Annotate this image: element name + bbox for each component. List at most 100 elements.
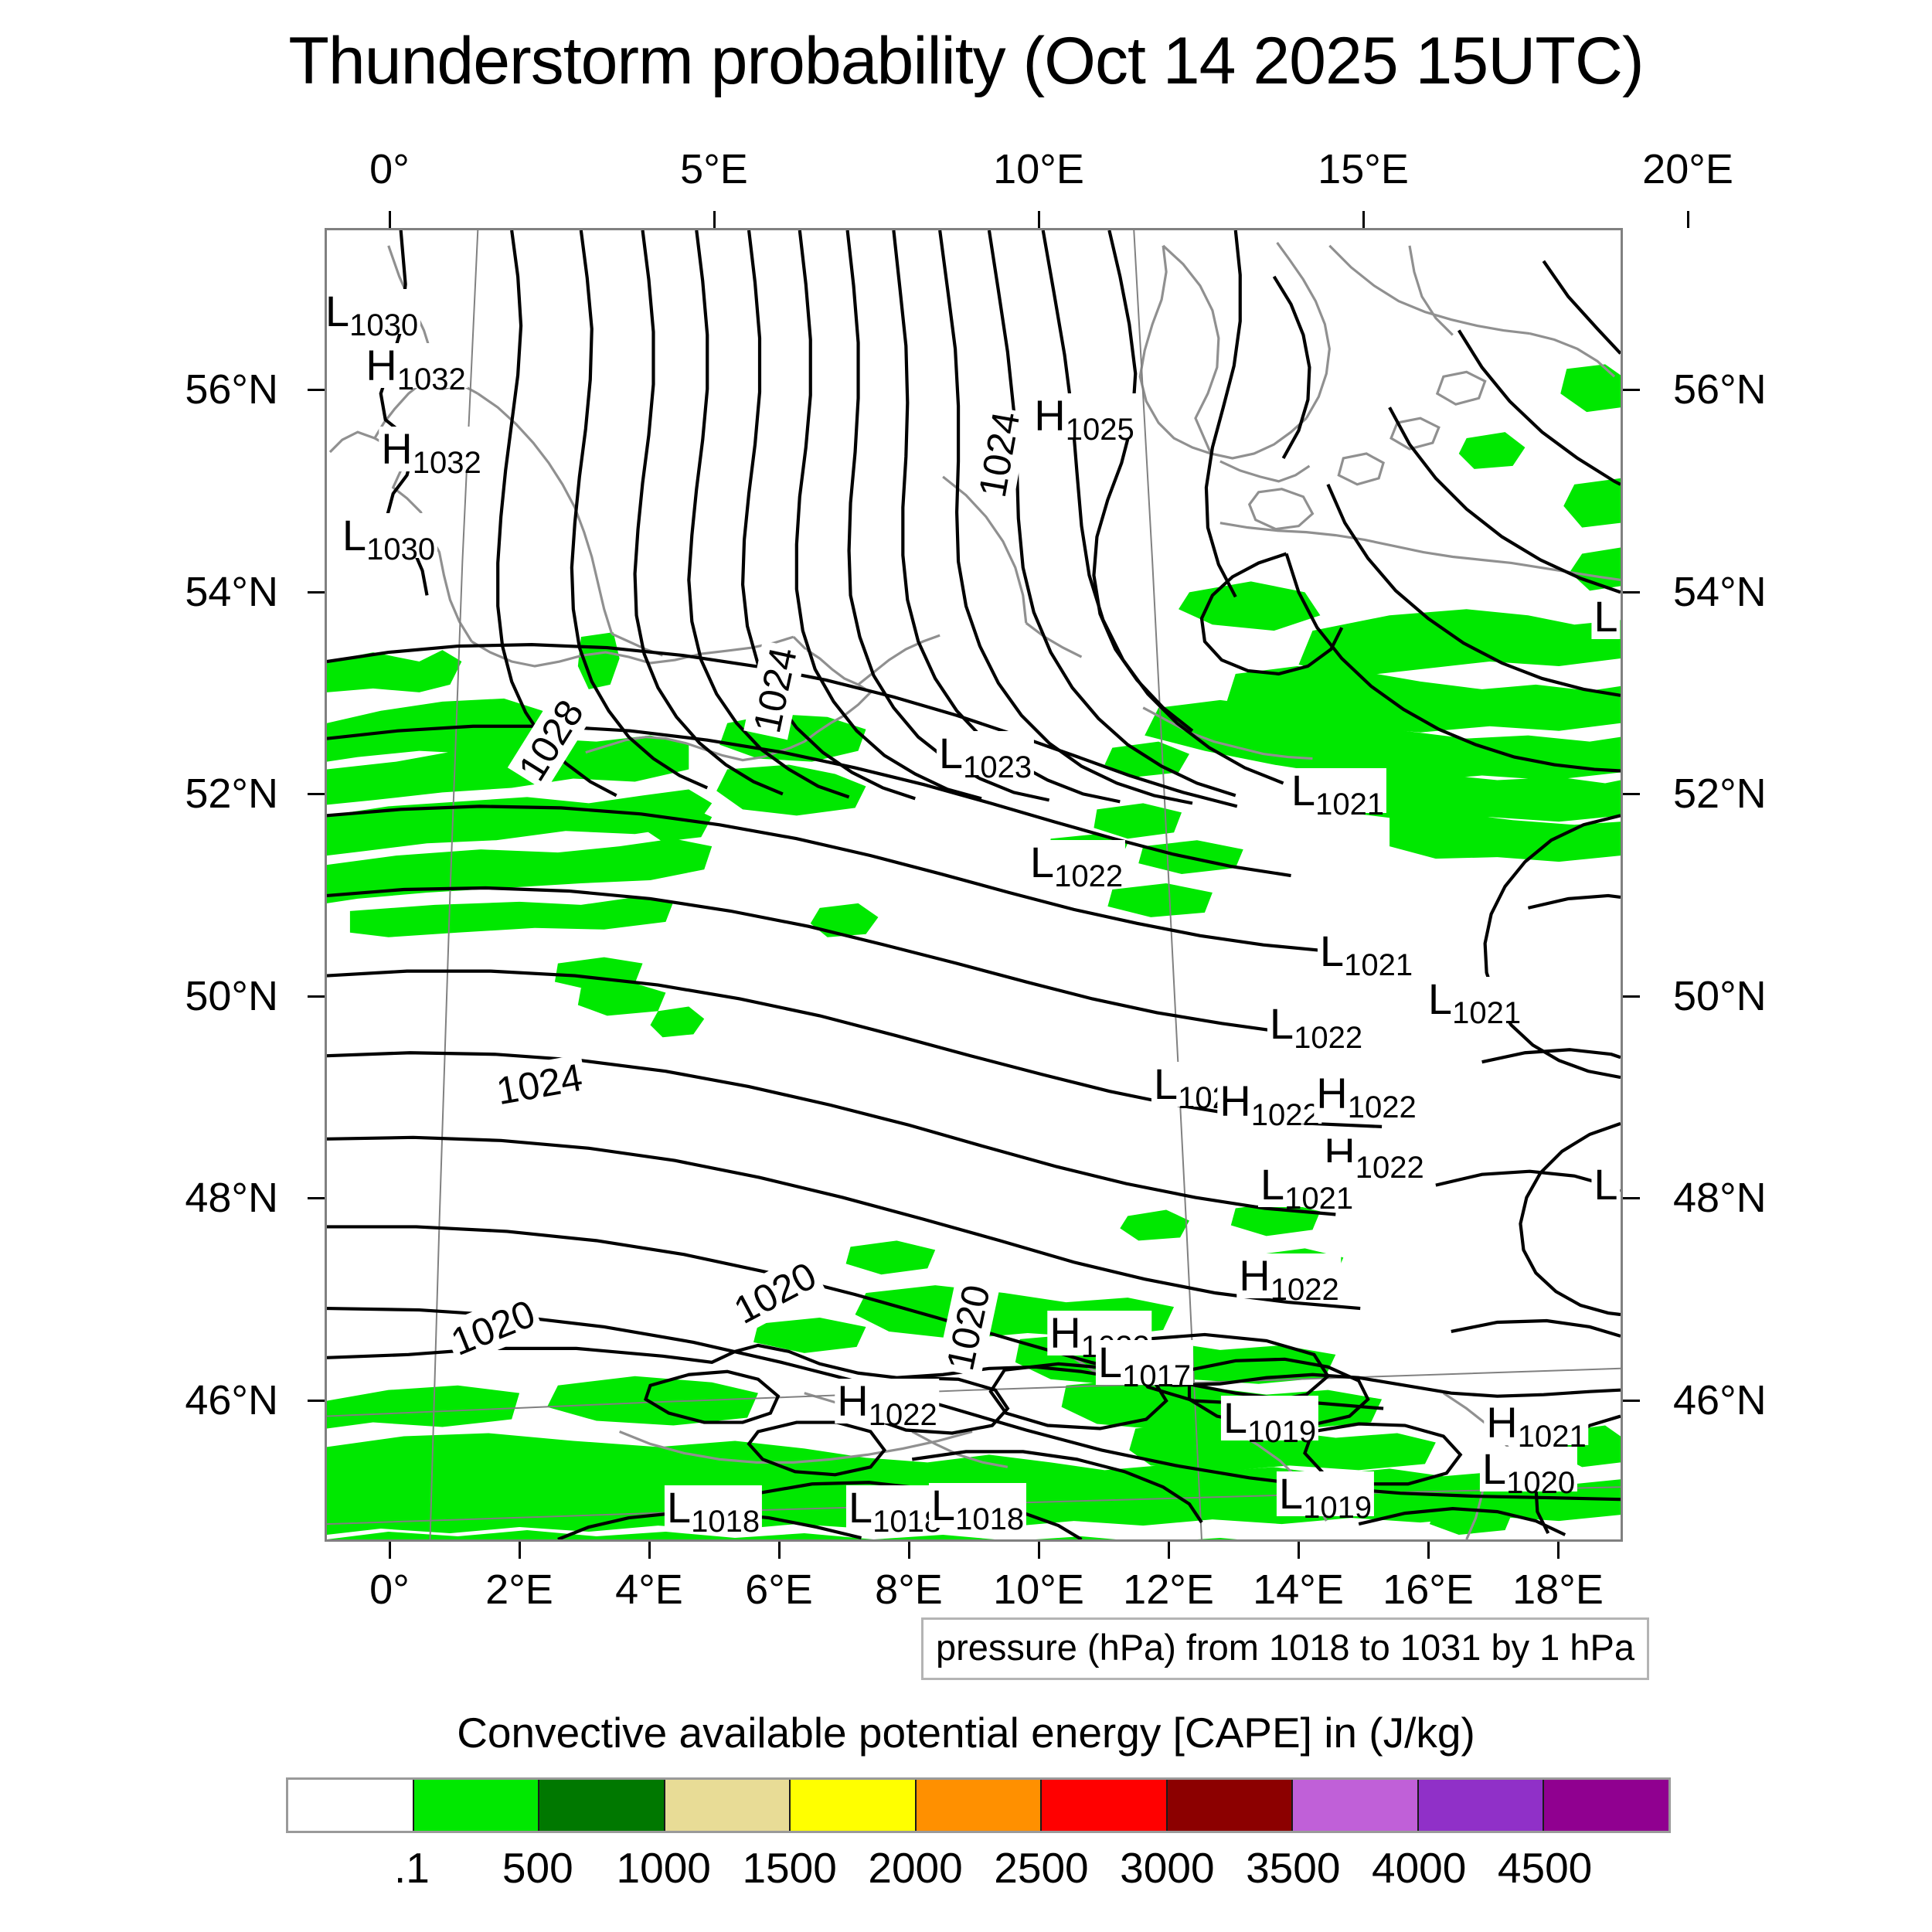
axis-tick: [1168, 1542, 1170, 1559]
colorbar-segment[interactable]: [789, 1780, 915, 1831]
pressure-marker-type: L: [1097, 1338, 1123, 1386]
lat-tick-label-left: 56°N: [185, 366, 278, 413]
lon-tick-label-bottom: 12°E: [1123, 1566, 1214, 1613]
pressure-low-marker: L1030: [339, 513, 438, 565]
pressure-marker-value: 1030: [349, 308, 419, 342]
pressure-marker-type: L: [1260, 1160, 1285, 1209]
pressure-low-marker: L1018: [664, 1483, 763, 1537]
pressure-marker-type: L: [848, 1483, 873, 1532]
lon-tick-label-top: 20°E: [1642, 146, 1733, 192]
pressure-marker-value: 1019: [1247, 1415, 1317, 1449]
colorbar-tick-label: 3000: [1120, 1844, 1215, 1892]
pressure-marker-value: 1022: [1270, 1273, 1339, 1307]
axis-tick: [1623, 1197, 1640, 1200]
pressure-high-marker: H1032: [363, 343, 468, 395]
colorbar-segment[interactable]: [412, 1780, 539, 1831]
colorbar-segment[interactable]: [538, 1780, 664, 1831]
pressure-marker-type: L: [1594, 1160, 1618, 1209]
pressure-low-marker: L1021: [1425, 975, 1524, 1029]
pressure-marker-value: 1022: [1355, 1151, 1424, 1185]
colorbar-segment[interactable]: [914, 1780, 1041, 1831]
pressure-marker-type: L: [666, 1483, 692, 1532]
axis-tick: [308, 1197, 325, 1200]
colorbar-tick-label: 4000: [1371, 1844, 1467, 1892]
pressure-high-marker: H1022: [1217, 1079, 1322, 1131]
pressure-marker-value: 1025: [1065, 413, 1134, 447]
pressure-marker-type: H: [1486, 1398, 1518, 1447]
colorbar-tick-label: 1000: [616, 1844, 711, 1892]
pressure-marker-value: 1032: [396, 362, 466, 396]
colorbar-segment[interactable]: [663, 1780, 790, 1831]
colorbar-segment[interactable]: [1417, 1780, 1543, 1831]
axis-tick: [778, 1542, 781, 1559]
lat-tick-label-left: 54°N: [185, 568, 278, 615]
axis-tick: [1557, 1542, 1560, 1559]
colorbar-tick-label: 2000: [868, 1844, 963, 1892]
axis-tick: [1038, 1542, 1040, 1559]
pressure-low-marker: L1019: [1276, 1471, 1375, 1523]
axis-tick: [308, 389, 325, 392]
pressure-low-marker: L1022: [1267, 999, 1366, 1053]
pressure-marker-type: L: [1594, 592, 1618, 641]
pressure-low-marker: L1022: [1027, 840, 1126, 892]
axis-tick: [308, 1399, 325, 1402]
map-plot-area[interactable]: L1030 H1032 H1032 L1030 H1025 L1023 L1022 L1021…: [325, 228, 1623, 1542]
lon-tick-label-top: 15°E: [1318, 146, 1409, 192]
pressure-low-marker: L1021: [1317, 927, 1416, 981]
axis-tick: [1298, 1542, 1300, 1559]
page-title: Thunderstorm probability (Oct 14 2025 15…: [288, 24, 1644, 98]
pressure-marker-type: L: [1319, 927, 1345, 975]
pressure-marker-value: 1032: [412, 446, 481, 480]
colorbar-tick-label: 500: [502, 1844, 573, 1892]
pressure-low-marker: L1017: [1095, 1338, 1194, 1392]
lon-tick-label-top: 5°E: [680, 146, 748, 192]
lat-tick-label-right: 52°N: [1673, 770, 1767, 818]
axis-tick: [389, 211, 391, 228]
pressure-marker-value: 1022: [1054, 859, 1124, 893]
pressure-marker-type: L: [1153, 1060, 1179, 1108]
pressure-high-marker: H1022: [1236, 1253, 1342, 1305]
cape-colorbar[interactable]: [286, 1777, 1671, 1833]
axis-tick: [1427, 1542, 1430, 1559]
pressure-marker-value: 1021: [1344, 948, 1413, 982]
pressure-high-marker: H1022: [1321, 1131, 1427, 1183]
pressure-marker-value: 1021: [1452, 996, 1522, 1030]
colorbar-segment[interactable]: [1040, 1780, 1166, 1831]
colorbar-segment[interactable]: [1543, 1780, 1669, 1831]
lat-tick-label-left: 46°N: [185, 1376, 278, 1423]
pressure-marker-value: 1022: [1294, 1021, 1363, 1055]
axis-tick: [519, 1542, 521, 1559]
axis-tick: [1623, 590, 1640, 594]
lat-tick-label-left: 50°N: [185, 972, 278, 1019]
pressure-marker-value: 1019: [1303, 1491, 1372, 1525]
pressure-low-marker: L1020: [1479, 1447, 1578, 1498]
lat-tick-label-right: 50°N: [1673, 972, 1767, 1019]
pressure-marker-type: L: [1291, 766, 1316, 815]
colorbar-tick-label: 4500: [1497, 1844, 1593, 1892]
pressure-marker-type: L: [1427, 975, 1453, 1023]
lat-tick-label-right: 54°N: [1673, 568, 1767, 615]
lon-tick-label-top: 10°E: [993, 146, 1084, 192]
pressure-low-marker: L1021: [1288, 766, 1387, 820]
lon-tick-label-bottom: 16°E: [1383, 1566, 1474, 1613]
pressure-marker-type: H: [1049, 1308, 1081, 1357]
colorbar-segment[interactable]: [288, 1780, 413, 1831]
pressure-high-marker: H1022: [1314, 1071, 1419, 1123]
lat-tick-label-left: 52°N: [185, 770, 278, 818]
colorbar-segment[interactable]: [1165, 1780, 1292, 1831]
colorbar-tick-label: .1: [393, 1844, 430, 1892]
lon-tick-label-top: 0°: [369, 146, 410, 192]
pressure-marker-type: L: [325, 287, 350, 335]
pressure-low-marker: L1021: [1257, 1160, 1356, 1214]
pressure-marker-value: 1021: [1284, 1182, 1354, 1216]
pressure-marker-type: L: [1269, 999, 1294, 1048]
lon-tick-label-bottom: 14°E: [1253, 1566, 1344, 1613]
colorbar-tick-labels: .1 500 1000 1500 2000 2500 3000 3500 4000 4500: [286, 1843, 1671, 1897]
map-canvas: [327, 230, 1621, 1539]
colorbar-segment[interactable]: [1291, 1780, 1417, 1831]
pressure-marker-value: 1030: [366, 532, 436, 566]
axis-tick: [1623, 793, 1640, 796]
axis-tick: [308, 793, 325, 796]
pressure-marker-type: L: [1223, 1393, 1248, 1442]
